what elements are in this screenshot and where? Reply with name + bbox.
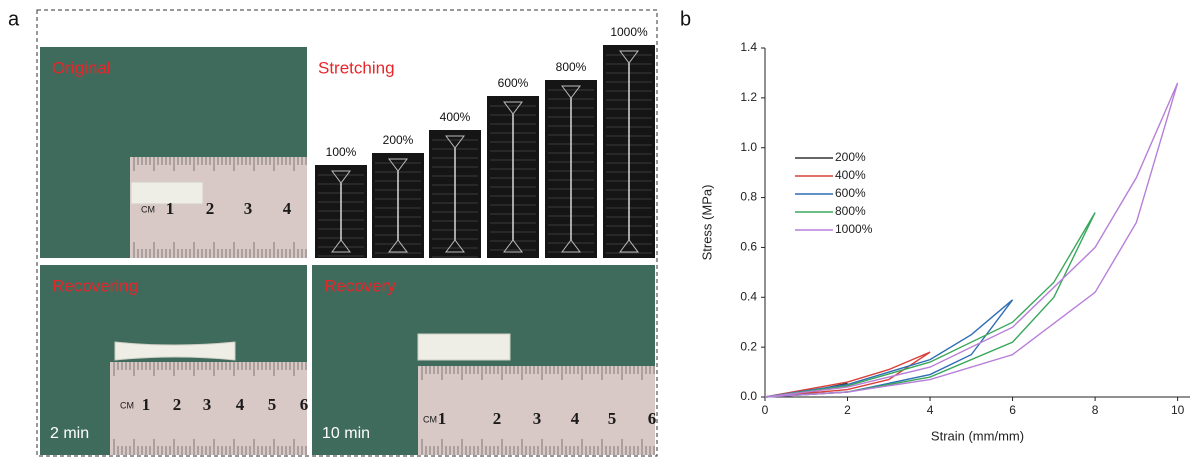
legend-label: 800%: [835, 204, 866, 218]
legend-label: 400%: [835, 168, 866, 182]
photo-label: Recovering: [52, 276, 138, 295]
legend-label: 200%: [835, 150, 866, 164]
y-tick-label: 1.4: [740, 40, 757, 54]
strain-label: 600%: [498, 76, 529, 90]
legend-label: 1000%: [835, 222, 873, 236]
y-tick-label: 0.8: [740, 190, 757, 204]
y-tick-label: 1.2: [740, 90, 757, 104]
series-line: [765, 300, 1013, 397]
ruler-number: 5: [268, 395, 277, 414]
series-line: [765, 213, 1095, 397]
x-tick-label: 2: [844, 403, 851, 417]
series-line: [765, 83, 1178, 397]
y-tick-label: 0.4: [740, 289, 757, 303]
ruler-number: 6: [300, 395, 309, 414]
photo-label: Stretching: [318, 58, 395, 77]
ruler-unit: CM: [423, 414, 437, 424]
ruler-number: 2: [173, 395, 182, 414]
strain-label: 200%: [383, 133, 414, 147]
y-tick-label: 1.0: [740, 140, 757, 154]
ruler-number: 4: [283, 199, 292, 218]
ruler-number: 5: [608, 409, 617, 428]
ruler-number: 3: [203, 395, 212, 414]
time-label: 10 min: [322, 425, 370, 442]
y-tick-label: 0.6: [740, 240, 757, 254]
x-tick-label: 0: [762, 403, 769, 417]
x-tick-label: 4: [927, 403, 934, 417]
panel-letter: b: [680, 8, 691, 30]
time-label: 2 min: [50, 425, 89, 442]
y-tick-label: 0.0: [740, 389, 757, 403]
ruler-number: 1: [438, 409, 447, 428]
ruler-number: 6: [648, 409, 657, 428]
panel-letter: a: [8, 8, 20, 30]
ruler-number: 3: [533, 409, 542, 428]
ruler-number: 4: [571, 409, 580, 428]
legend-label: 600%: [835, 186, 866, 200]
ruler-unit: CM: [120, 400, 134, 410]
specimen: [418, 334, 510, 360]
ruler-number: 1: [142, 395, 151, 414]
specimen: [115, 342, 235, 360]
ruler-number: 2: [493, 409, 502, 428]
chart: 0.0 0.2 0.4 0.6 0.8 1.0 1.2 1.4 0 2 4 6 8 10 Strain (m…: [699, 40, 1190, 443]
strain-label: 800%: [556, 60, 587, 74]
ruler-number: 4: [236, 395, 245, 414]
strain-label: 100%: [326, 145, 357, 159]
ruler: [130, 157, 307, 258]
photo-label: Recovery: [324, 276, 396, 295]
ruler-unit: CM: [141, 204, 155, 214]
figure: a CM1234OriginalCM123456Recovering2 minC…: [0, 0, 1199, 459]
ruler-number: 1: [166, 199, 175, 218]
series-line: [765, 352, 930, 397]
strain-label: 400%: [440, 110, 471, 124]
y-axis-title: Stress (MPa): [699, 185, 714, 261]
ruler-number: 2: [206, 199, 215, 218]
photo-label: Original: [52, 58, 111, 77]
ruler-number: 3: [244, 199, 253, 218]
strain-label: 1000%: [610, 25, 648, 39]
x-tick-label: 10: [1171, 403, 1185, 417]
y-tick-label: 0.2: [740, 339, 757, 353]
x-tick-label: 6: [1009, 403, 1016, 417]
x-tick-label: 8: [1092, 403, 1099, 417]
x-axis-title: Strain (mm/mm): [931, 428, 1024, 443]
